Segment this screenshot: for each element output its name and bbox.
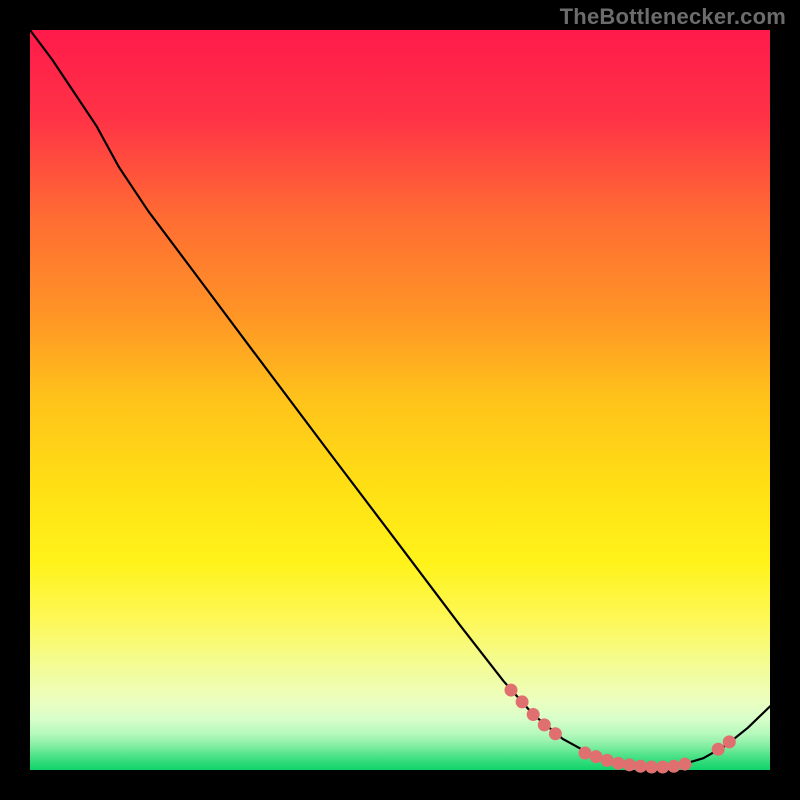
curve-dot xyxy=(634,760,647,773)
curve-dot xyxy=(516,695,529,708)
gradient-rect xyxy=(30,30,770,770)
curve-dot xyxy=(667,760,680,773)
curve-dot xyxy=(505,684,518,697)
curve-dot xyxy=(678,758,691,771)
curve-dot xyxy=(527,708,540,721)
watermark-text: TheBottlenecker.com xyxy=(560,4,786,30)
curve-dot xyxy=(623,758,636,771)
curve-dot xyxy=(549,727,562,740)
chart-svg xyxy=(0,0,800,800)
curve-dot xyxy=(538,718,551,731)
curve-dot xyxy=(645,761,658,774)
chart-stage: TheBottlenecker.com xyxy=(0,0,800,800)
curve-dot xyxy=(723,735,736,748)
curve-dot xyxy=(590,750,603,763)
curve-dot xyxy=(601,754,614,767)
curve-dot xyxy=(656,761,669,774)
curve-dot xyxy=(712,743,725,756)
curve-dot xyxy=(612,757,625,770)
curve-dot xyxy=(579,746,592,759)
